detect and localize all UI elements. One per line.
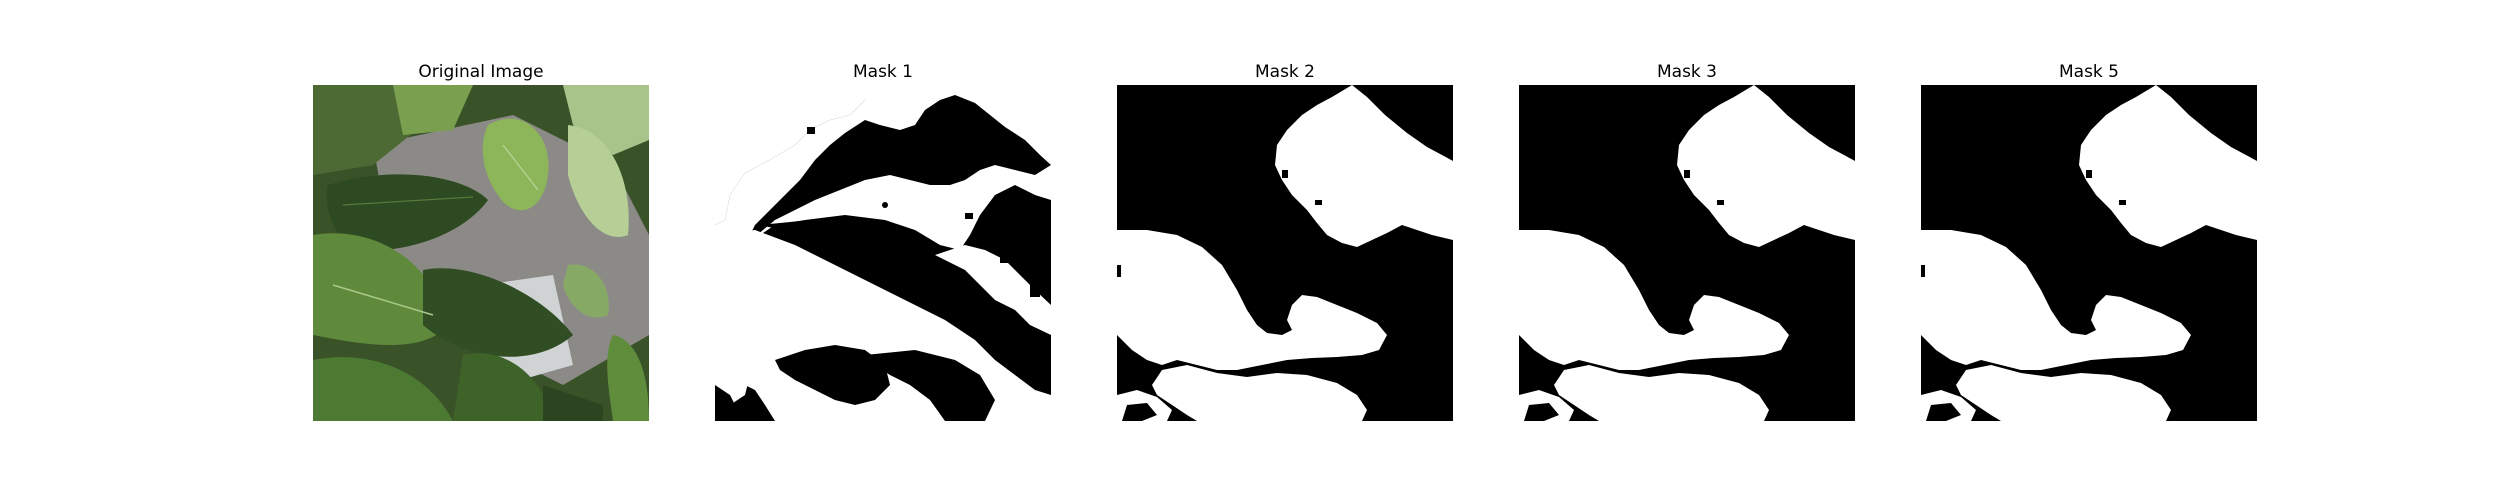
panel-title: Mask 5 — [2058, 62, 2119, 82]
mask-1-image — [715, 85, 1051, 421]
mask-2-image — [1117, 85, 1453, 421]
panel-mask-2: Mask 2 — [1117, 60, 1453, 421]
panel-mask-1: Mask 1 — [715, 60, 1051, 421]
panel-original-image: Original Image — [313, 60, 649, 421]
panel-title: Mask 1 — [852, 62, 913, 82]
panel-title: Mask 3 — [1656, 62, 1717, 82]
panel-mask-3: Mask 3 — [1519, 60, 1855, 421]
panel-title: Original Image — [418, 62, 544, 82]
mask-3-image — [1519, 85, 1855, 421]
original-image — [313, 85, 649, 421]
mask-5-image — [1921, 85, 2257, 421]
panel-title: Mask 2 — [1254, 62, 1315, 82]
panel-mask-5: Mask 5 — [1921, 60, 2257, 421]
